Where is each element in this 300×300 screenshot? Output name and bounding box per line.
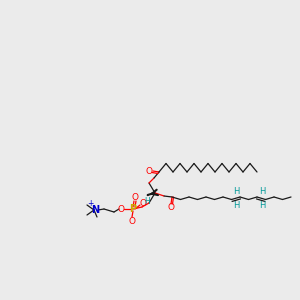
Text: H: H [144, 197, 150, 206]
Text: O: O [118, 205, 124, 214]
Text: H: H [234, 187, 240, 196]
Text: O: O [131, 193, 138, 202]
Text: O: O [146, 167, 152, 176]
Text: N: N [91, 205, 99, 215]
Text: O: O [167, 203, 175, 212]
Text: O: O [128, 217, 136, 226]
Text: H: H [259, 201, 266, 210]
Text: P: P [129, 204, 137, 214]
Text: +: + [87, 200, 93, 208]
Polygon shape [147, 193, 155, 196]
Text: H: H [259, 187, 266, 196]
Text: O: O [140, 200, 146, 208]
Text: H: H [234, 201, 240, 210]
